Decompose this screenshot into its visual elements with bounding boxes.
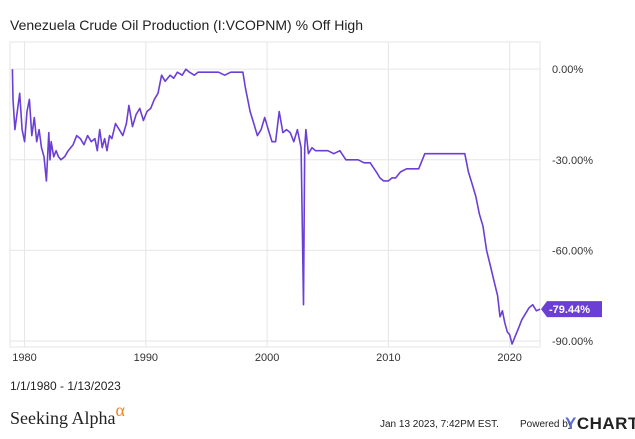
series-line	[11, 68, 541, 345]
timestamp: Jan 13 2023, 7:42PM EST.	[380, 419, 499, 430]
x-tick-label: 2010	[376, 352, 400, 364]
x-tick-label: 2020	[497, 352, 521, 364]
last-value-badge: -79.44%	[541, 301, 602, 318]
x-tick-labels: 1980 1990 2000 2010 2020	[12, 352, 522, 364]
powered-by-label: Powered by	[520, 419, 573, 430]
y-tick-label: 0.00%	[552, 64, 583, 76]
brand-name: Seeking Alpha	[10, 408, 116, 428]
seeking-alpha-logo[interactable]: Seeking Alphaα	[10, 400, 125, 429]
last-value-label: -79.44%	[549, 304, 590, 316]
x-grid	[24, 42, 511, 347]
ycharts-wordmark: CHARTS	[576, 414, 635, 433]
last-value-badge-shape	[541, 301, 602, 318]
ycharts-logo[interactable]: YCHARTS	[565, 414, 635, 434]
y-tick-label: -60.00%	[552, 245, 593, 257]
x-tick-label: 1980	[12, 352, 36, 364]
alpha-icon: α	[115, 400, 125, 420]
plot-border	[9, 41, 541, 348]
chart-title: Venezuela Crude Oil Production (I:VCOPNM…	[10, 17, 364, 33]
y-tick-label: -30.00%	[552, 155, 593, 167]
ycharts-y-icon: Y	[565, 414, 577, 433]
series-layer	[11, 68, 541, 345]
x-tick-label: 2000	[255, 352, 279, 364]
date-range: 1/1/1980 - 1/13/2023	[10, 379, 121, 393]
y-tick-labels: 0.00% -30.00% -60.00% -90.00%	[552, 64, 593, 348]
x-tick-label: 1990	[134, 352, 158, 364]
y-tick-label: -90.00%	[552, 336, 593, 348]
y-grid	[10, 68, 540, 342]
